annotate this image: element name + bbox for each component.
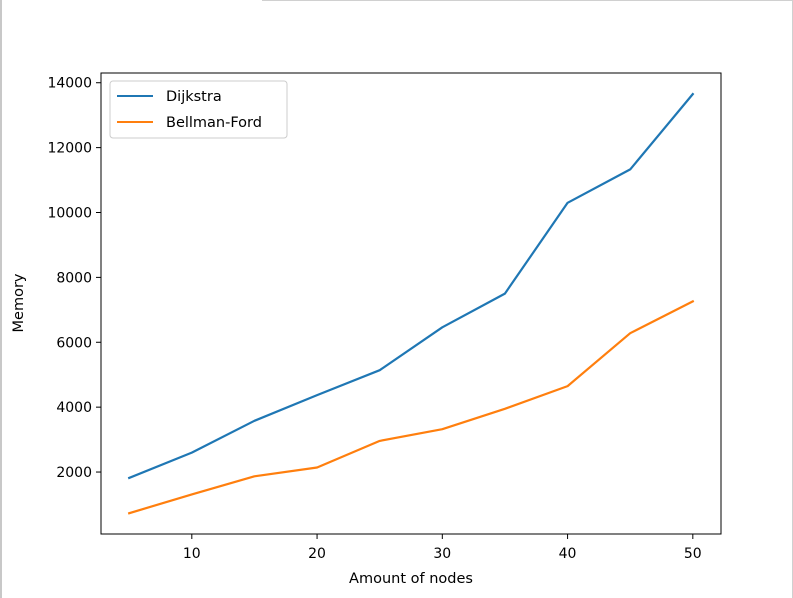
series-line-bellman-ford — [127, 299, 695, 515]
y-tick-label: 8000 — [56, 270, 92, 286]
y-tick-label: 4000 — [56, 400, 92, 416]
x-tick-label: 40 — [559, 546, 577, 562]
series-line-dijkstra — [127, 92, 695, 480]
y-tick-label: 10000 — [47, 206, 92, 222]
y-tick-label: 2000 — [56, 465, 92, 481]
window-edge-top — [262, 0, 793, 1]
x-tick-label: 30 — [433, 546, 451, 562]
y-tick-label: 6000 — [56, 335, 92, 351]
y-axis-ticks: 2000 4000 6000 8000 10000 12000 14000 — [47, 76, 101, 481]
series-lines — [127, 92, 695, 515]
legend-box — [109, 80, 288, 139]
legend-label-bellman-ford: Bellman-Ford — [166, 115, 262, 131]
y-tick-label: 14000 — [47, 76, 92, 92]
x-axis-label: Amount of nodes — [349, 571, 473, 587]
x-tick-label: 10 — [183, 546, 201, 562]
x-tick-label: 50 — [684, 546, 702, 562]
x-tick-label: 20 — [308, 546, 326, 562]
legend-label-dijkstra: Dijkstra — [166, 89, 222, 105]
axes-frame — [100, 72, 722, 535]
window-edge-left — [0, 0, 2, 598]
y-tick-label: 12000 — [47, 141, 92, 157]
legend: Dijkstra Bellman-Ford — [109, 80, 288, 139]
y-axis-label: Memory — [11, 273, 27, 332]
x-axis-ticks: 10 20 30 40 50 — [183, 534, 702, 562]
